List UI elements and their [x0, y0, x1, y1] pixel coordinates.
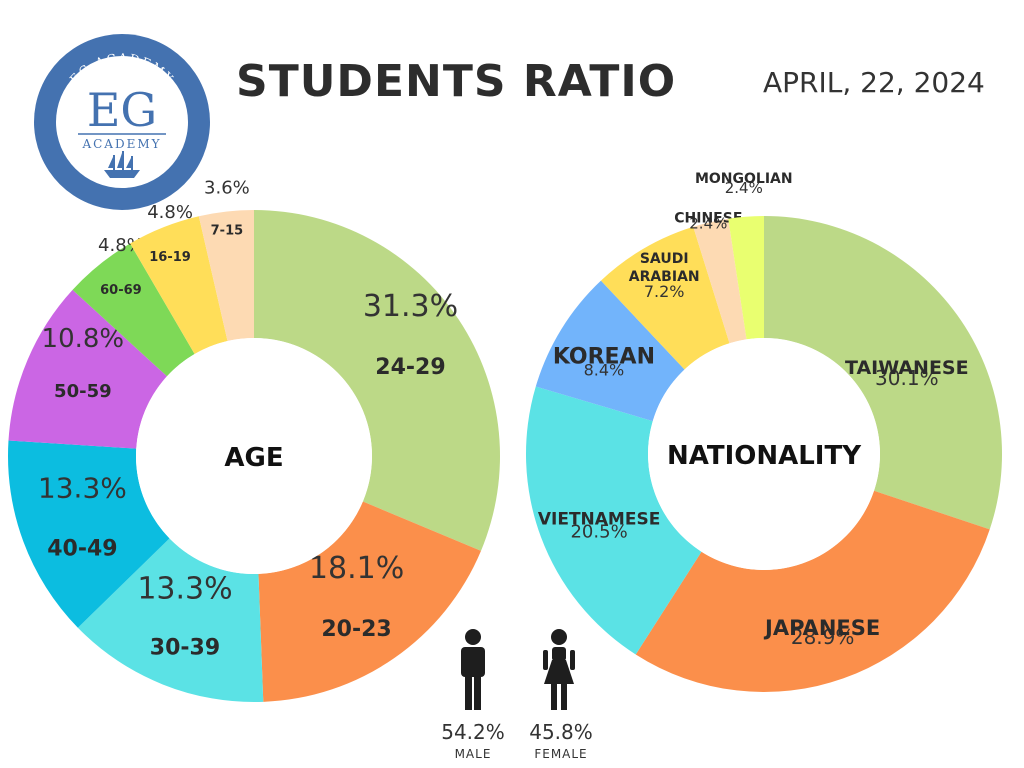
slice-label: 7-15 [211, 224, 244, 239]
slice-label: 30-39 [150, 636, 220, 661]
slice-label: CHINESE [674, 210, 742, 226]
slice-label: JAPANESE [763, 616, 880, 640]
slice-percent: 20.5% [570, 521, 627, 542]
slice-percent: 2.4% [689, 214, 727, 232]
donut-chart-nationality: 30.1%TAIWANESE 28.9%JAPANESE 20.5%VIETNAME… [525, 171, 1003, 693]
slice-16-19 [130, 216, 228, 355]
page-title: STUDENTS RATIO [236, 56, 677, 107]
male-percent: 54.2% [441, 720, 505, 744]
slice-40-49 [8, 440, 170, 628]
female-label: FEMALE [534, 747, 588, 761]
slice-percent: 13.3% [137, 572, 232, 607]
slice-vietnamese [525, 386, 702, 655]
slice-korean [535, 280, 685, 422]
slice-20-23 [258, 501, 481, 702]
slice-label: VIETNAMESE [538, 509, 660, 529]
slice-percent: 4.8% [147, 202, 193, 223]
female-percent: 45.8% [529, 720, 593, 744]
slice-percent: 28.9% [791, 625, 855, 649]
male-label: MALE [454, 747, 492, 761]
slice-percent: 10.8% [42, 324, 125, 354]
donut-center-label: NATIONALITY [667, 441, 862, 471]
donut-chart-age: 31.3% 24-29 18.1% 20-23 13.3% 30-39 13.3% 40-49… [8, 178, 500, 702]
slice-24-29 [254, 210, 500, 551]
date-label: APRIL, 22, 2024 [763, 66, 985, 99]
slice-label: TAIWANESE [845, 357, 969, 379]
slice-percent: 8.4% [584, 360, 625, 379]
slice-label: KOREAN [553, 344, 655, 369]
slice-percent: 2.4% [725, 179, 763, 197]
slice-percent: 13.3% [38, 472, 127, 505]
slice-30-39 [77, 538, 264, 702]
slice-taiwanese [764, 216, 1003, 530]
slice-percent: 4.8% [98, 235, 144, 256]
donut-center-label: AGE [224, 443, 283, 473]
slice-label: 60-69 [100, 283, 142, 298]
slice-percent: 3.6% [204, 178, 250, 199]
slice-percent: 31.3% [363, 289, 458, 324]
slice-percent: 7.2% [644, 282, 685, 301]
slice-label: 16-19 [149, 250, 191, 265]
slice-chinese [693, 218, 747, 344]
slice-saudi-arabian [600, 226, 730, 370]
slice-japanese [635, 490, 990, 693]
slice-60-69 [72, 243, 195, 377]
slice-label: MONGOLIAN [695, 171, 793, 187]
slice-label: 50-59 [54, 381, 112, 402]
slice-7-15 [198, 210, 254, 342]
slice-mongolian [728, 216, 764, 340]
slice-percent: 30.1% [875, 366, 939, 390]
slice-50-59 [8, 289, 167, 449]
slice-label: 20-23 [321, 617, 391, 642]
slice-label: 40-49 [47, 537, 117, 562]
slice-label: 24-29 [375, 355, 445, 380]
slice-label: SAUDI ARABIAN [629, 251, 700, 285]
slice-percent: 18.1% [309, 551, 404, 586]
